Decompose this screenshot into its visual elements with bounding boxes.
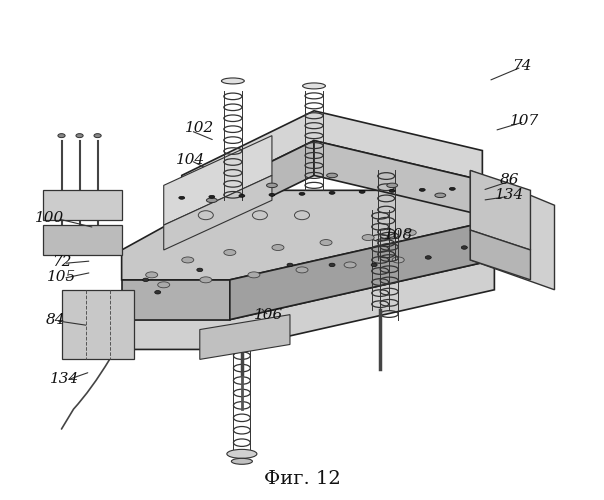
Text: 134: 134 (495, 188, 524, 202)
Text: 86: 86 (500, 174, 519, 188)
Ellipse shape (224, 250, 236, 256)
Polygon shape (471, 170, 530, 250)
Ellipse shape (209, 196, 215, 198)
Text: 105: 105 (47, 270, 76, 284)
Polygon shape (314, 140, 483, 215)
Polygon shape (182, 140, 314, 240)
Text: 72: 72 (52, 256, 71, 270)
Polygon shape (230, 220, 495, 320)
Ellipse shape (227, 450, 257, 458)
Ellipse shape (269, 194, 275, 196)
Polygon shape (164, 136, 272, 225)
Ellipse shape (461, 246, 467, 250)
Polygon shape (121, 190, 495, 280)
Ellipse shape (158, 282, 170, 288)
Text: 74: 74 (512, 59, 531, 73)
Polygon shape (471, 170, 554, 290)
Polygon shape (121, 260, 495, 350)
Ellipse shape (344, 262, 356, 268)
Ellipse shape (155, 290, 161, 294)
Ellipse shape (404, 230, 416, 235)
Ellipse shape (371, 263, 377, 266)
Ellipse shape (200, 277, 212, 283)
Text: 106: 106 (254, 308, 283, 322)
Polygon shape (43, 225, 121, 255)
Ellipse shape (207, 198, 217, 202)
Polygon shape (200, 314, 290, 360)
Text: 104: 104 (176, 154, 205, 168)
FancyArrowPatch shape (62, 360, 109, 429)
Ellipse shape (329, 263, 335, 266)
Ellipse shape (58, 134, 65, 138)
Ellipse shape (272, 244, 284, 250)
Polygon shape (121, 280, 230, 320)
Ellipse shape (392, 257, 404, 263)
Polygon shape (62, 290, 133, 360)
Text: 102: 102 (185, 121, 214, 135)
Ellipse shape (327, 173, 338, 178)
Ellipse shape (295, 210, 309, 220)
Ellipse shape (299, 192, 305, 196)
Ellipse shape (146, 272, 158, 278)
Polygon shape (43, 190, 121, 220)
Text: 84: 84 (46, 312, 65, 326)
Ellipse shape (449, 188, 455, 190)
Ellipse shape (320, 240, 332, 246)
Text: 107: 107 (510, 114, 539, 128)
Text: 134: 134 (50, 372, 79, 386)
Ellipse shape (329, 192, 335, 194)
Ellipse shape (248, 272, 260, 278)
Ellipse shape (94, 134, 101, 138)
Ellipse shape (425, 256, 431, 259)
Ellipse shape (239, 194, 245, 198)
Ellipse shape (76, 134, 83, 138)
Ellipse shape (198, 210, 213, 220)
Text: 108: 108 (384, 228, 413, 242)
Ellipse shape (179, 196, 185, 200)
Ellipse shape (303, 83, 326, 89)
Ellipse shape (197, 268, 203, 272)
Ellipse shape (389, 190, 395, 192)
Ellipse shape (359, 190, 365, 194)
Ellipse shape (362, 234, 374, 240)
Text: Фиг. 12: Фиг. 12 (263, 470, 341, 488)
Ellipse shape (252, 210, 268, 220)
Ellipse shape (222, 78, 244, 84)
Polygon shape (164, 176, 272, 250)
Ellipse shape (266, 183, 277, 188)
Ellipse shape (287, 263, 293, 266)
Ellipse shape (419, 188, 425, 192)
Ellipse shape (435, 193, 446, 198)
Ellipse shape (231, 458, 252, 464)
Polygon shape (182, 111, 483, 205)
Ellipse shape (182, 257, 194, 263)
Ellipse shape (387, 183, 397, 188)
Ellipse shape (143, 278, 149, 281)
Polygon shape (471, 230, 530, 280)
Ellipse shape (296, 267, 308, 273)
Text: 100: 100 (35, 210, 64, 224)
